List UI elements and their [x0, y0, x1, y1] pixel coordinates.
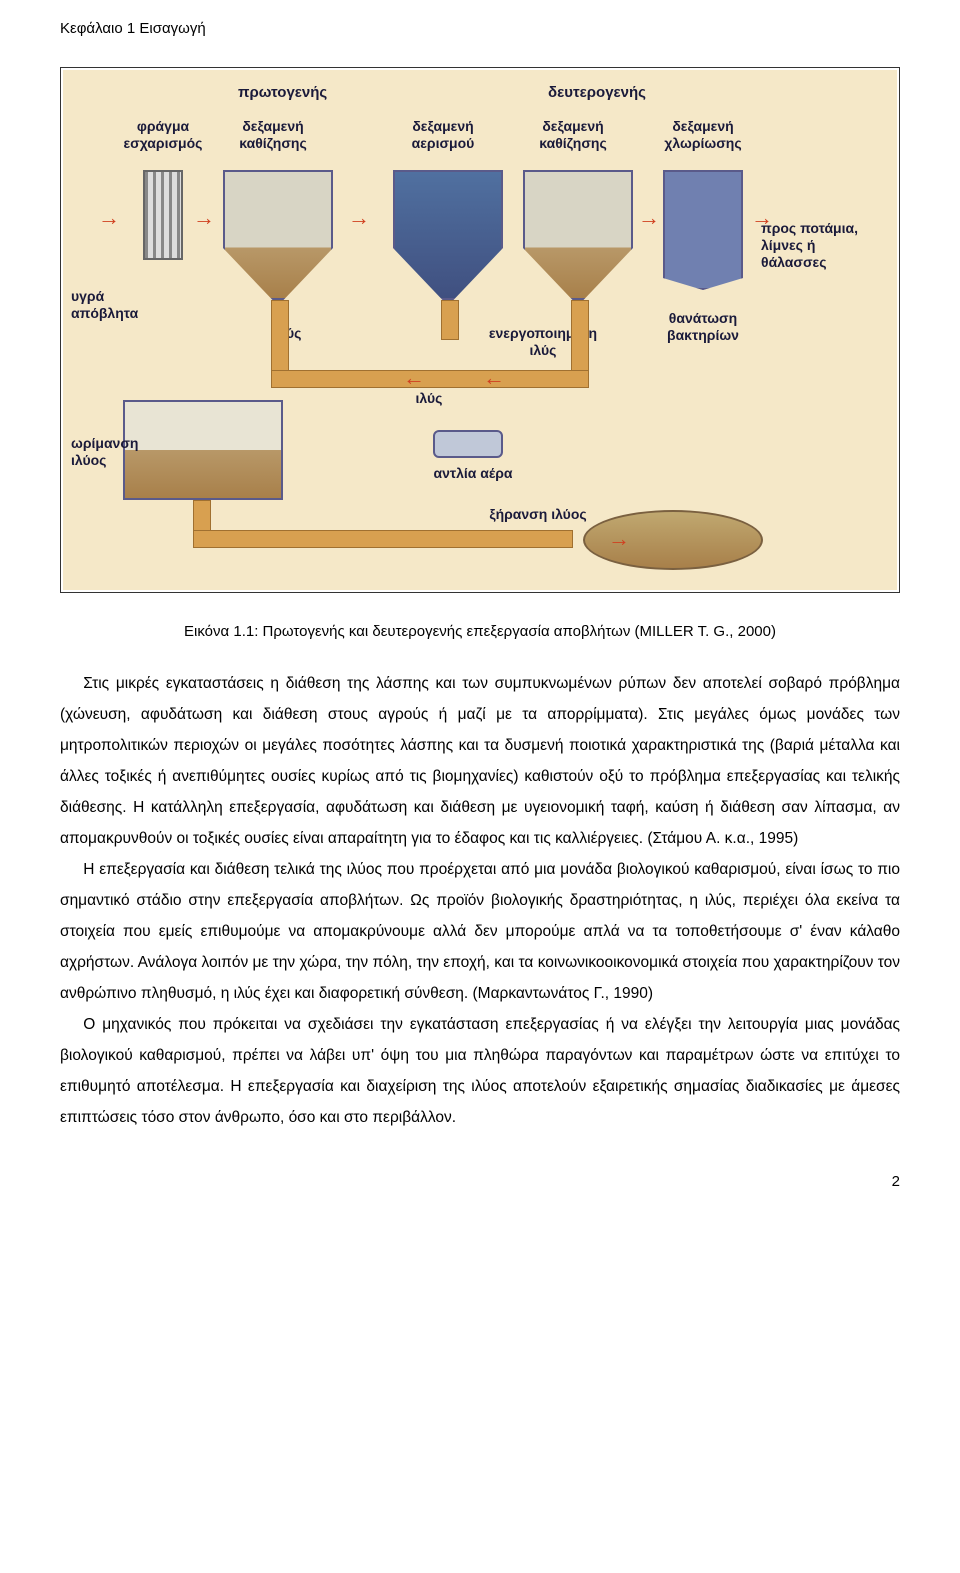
- pipe: [571, 300, 589, 380]
- sed2-label: δεξαμενή καθίζησης: [523, 118, 623, 152]
- grate: [143, 170, 183, 260]
- paragraph-1: Στις μικρές εγκαταστάσεις η διάθεση της …: [60, 668, 900, 854]
- primary-stage-label: πρωτογενής: [238, 84, 327, 101]
- aeration-tank: [393, 170, 503, 300]
- drying-label: ξήρανση ιλύος: [468, 506, 608, 523]
- sed-tank-1: [223, 170, 333, 300]
- air-pump: [433, 430, 503, 458]
- aer-label: δεξαμενή αερισμού: [393, 118, 493, 152]
- arrow-icon: ←: [483, 365, 505, 391]
- sed-tank-2: [523, 170, 633, 300]
- pipe: [271, 370, 589, 388]
- paragraph-2: Η επεξεργασία και διάθεση τελικά της ιλύ…: [60, 854, 900, 1009]
- paragraph-3: Ο μηχανικός που πρόκειται να σχεδιάσει τ…: [60, 1009, 900, 1133]
- pipe: [271, 300, 289, 380]
- page-number: 2: [60, 1173, 900, 1190]
- air-pump-label: αντλία αέρα: [413, 465, 533, 482]
- pipe: [193, 530, 573, 548]
- chl-label: δεξαμενή χλωρίωσης: [653, 118, 753, 152]
- pipe: [441, 300, 459, 340]
- treatment-diagram: πρωτογενής δευτερογενής φράγμα εσχαρισμό…: [63, 70, 897, 590]
- bacteria-kill-label: θανάτωση βακτηρίων: [643, 310, 763, 344]
- arrow-icon: →: [98, 205, 120, 231]
- arrow-icon: →: [193, 205, 215, 231]
- arrow-icon: →: [348, 205, 370, 231]
- body-text: Στις μικρές εγκαταστάσεις η διάθεση της …: [60, 668, 900, 1133]
- sludge2-label: ιλύς: [399, 390, 459, 407]
- sed1-label: δεξαμενή καθίζησης: [223, 118, 323, 152]
- maturation-label: ωρίμανση ιλύος: [71, 435, 141, 469]
- secondary-stage-label: δευτερογενής: [548, 84, 646, 101]
- maturation-tank: [123, 400, 283, 500]
- activated-sludge-label: ενεργοποιημένη ιλύς: [468, 325, 618, 359]
- outflow-label: προς ποτάμια, λίμνες ή θάλασσες: [761, 220, 881, 270]
- barrier-label: φράγμα εσχαρισμός: [113, 118, 213, 152]
- liquid-waste-label: υγρά απόβλητα: [71, 288, 141, 322]
- figure-container: πρωτογενής δευτερογενής φράγμα εσχαρισμό…: [60, 67, 900, 593]
- arrow-icon: →: [638, 205, 660, 231]
- chlorination-tank: [663, 170, 743, 290]
- figure-caption: Εικόνα 1.1: Πρωτογενής και δευτερογενής …: [60, 623, 900, 640]
- arrow-icon: ←: [403, 365, 425, 391]
- arrow-icon: →: [608, 526, 630, 552]
- arrow-icon: →: [751, 205, 773, 231]
- chapter-header: Κεφάλαιο 1 Εισαγωγή: [60, 20, 900, 37]
